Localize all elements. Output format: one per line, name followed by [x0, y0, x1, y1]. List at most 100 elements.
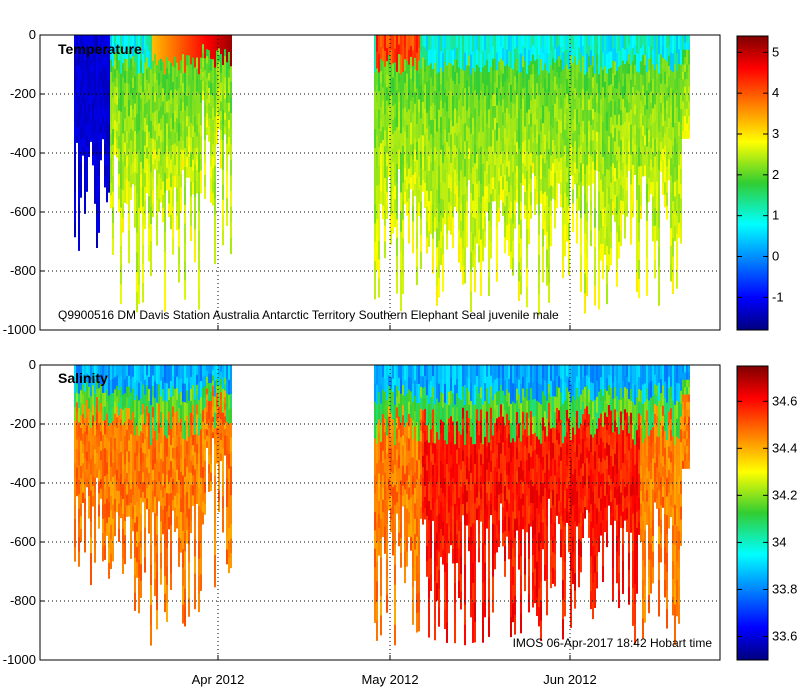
- profile-cell: [78, 158, 80, 174]
- profile-cell: [178, 52, 180, 71]
- profile-cell: [616, 232, 618, 251]
- profile-cell: [400, 494, 402, 510]
- profile-cell: [226, 464, 228, 480]
- profile-cell: [606, 54, 608, 74]
- profile-cell: [130, 128, 132, 142]
- profile-cell: [226, 48, 228, 63]
- profile-cell: [430, 77, 432, 93]
- profile-cell: [396, 502, 398, 514]
- profile-cell: [86, 382, 88, 392]
- profile-cell: [666, 74, 668, 89]
- profile-cell: [212, 416, 214, 423]
- profile-cell: [584, 94, 586, 116]
- profile-cell: [184, 551, 186, 571]
- profile-cell: [668, 86, 670, 98]
- profile-cell: [130, 117, 132, 130]
- profile-cell: [80, 377, 82, 391]
- profile-cell: [392, 446, 394, 461]
- profile-cell: [636, 273, 638, 292]
- profile-cell: [104, 462, 106, 477]
- profile-cell: [672, 145, 674, 165]
- profile-cell: [442, 236, 444, 256]
- profile-cell: [188, 45, 190, 56]
- profile-cell: [414, 472, 416, 489]
- profile-cell: [582, 174, 584, 186]
- profile-cell: [434, 620, 436, 641]
- profile-cell: [498, 35, 500, 49]
- profile-cell: [176, 173, 178, 189]
- y-tick-label: -600: [10, 204, 36, 219]
- profile-cell: [128, 132, 130, 150]
- profile-cell: [174, 175, 176, 188]
- profile-cell: [390, 365, 392, 378]
- profile-cell: [188, 472, 190, 492]
- profile-cell: [562, 260, 564, 279]
- profile-cell: [424, 441, 426, 454]
- profile-cell: [554, 131, 556, 146]
- profile-cell: [224, 448, 226, 456]
- profile-cell: [148, 99, 150, 117]
- profile-cell: [394, 144, 396, 159]
- profile-cell: [118, 98, 120, 112]
- profile-cell: [102, 365, 104, 380]
- profile-cell: [400, 523, 402, 539]
- profile-cell: [442, 549, 444, 565]
- profile-cell: [592, 151, 594, 163]
- profile-cell: [376, 620, 378, 641]
- profile-cell: [226, 211, 228, 226]
- profile-cell: [184, 439, 186, 459]
- profile-cell: [436, 247, 438, 268]
- profile-cell: [682, 116, 684, 125]
- profile-cell: [162, 377, 164, 390]
- profile-cell: [492, 177, 494, 190]
- profile-cell: [656, 108, 658, 124]
- profile-cell: [534, 163, 536, 177]
- profile-cell: [126, 167, 128, 181]
- profile-cell: [102, 42, 104, 51]
- profile-cell: [416, 479, 418, 500]
- profile-cell: [228, 128, 230, 138]
- profile-cell: [420, 386, 422, 399]
- profile-cell: [540, 178, 542, 192]
- profile-cell: [504, 190, 506, 207]
- profile-cell: [638, 147, 640, 167]
- profile-cell: [428, 201, 430, 217]
- profile-cell: [128, 35, 130, 52]
- profile-cell: [176, 458, 178, 471]
- profile-cell: [158, 384, 160, 395]
- profile-cell: [76, 65, 78, 74]
- profile-cell: [592, 172, 594, 184]
- profile-cell: [404, 458, 406, 475]
- profile-cell: [440, 447, 442, 462]
- profile-cell: [468, 138, 470, 150]
- profile-cell: [666, 61, 668, 76]
- profile-cell: [456, 173, 458, 187]
- profile-cell: [214, 247, 216, 265]
- profile-cell: [92, 90, 94, 101]
- profile-cell: [658, 266, 660, 287]
- profile-cell: [584, 134, 586, 155]
- profile-cell: [386, 453, 388, 472]
- profile-cell: [510, 35, 512, 53]
- profile-cell: [88, 485, 90, 497]
- profile-cell: [74, 92, 76, 108]
- profile-cell: [122, 49, 124, 64]
- profile-cell: [574, 162, 576, 174]
- profile-cell: [100, 469, 102, 480]
- profile-cell: [614, 168, 616, 182]
- profile-cell: [566, 35, 568, 51]
- profile-cell: [102, 116, 104, 125]
- profile-cell: [214, 475, 216, 493]
- profile-cell: [148, 376, 150, 390]
- profile-cell: [574, 66, 576, 79]
- profile-cell: [148, 212, 150, 230]
- profile-cell: [412, 494, 414, 514]
- profile-cell: [112, 504, 114, 520]
- profile-cell: [100, 106, 102, 116]
- profile-cell: [126, 47, 128, 60]
- profile-cell: [138, 226, 140, 247]
- profile-cell: [400, 133, 402, 154]
- profile-cell: [390, 436, 392, 449]
- profile-cell: [430, 49, 432, 64]
- profile-cell: [596, 54, 598, 65]
